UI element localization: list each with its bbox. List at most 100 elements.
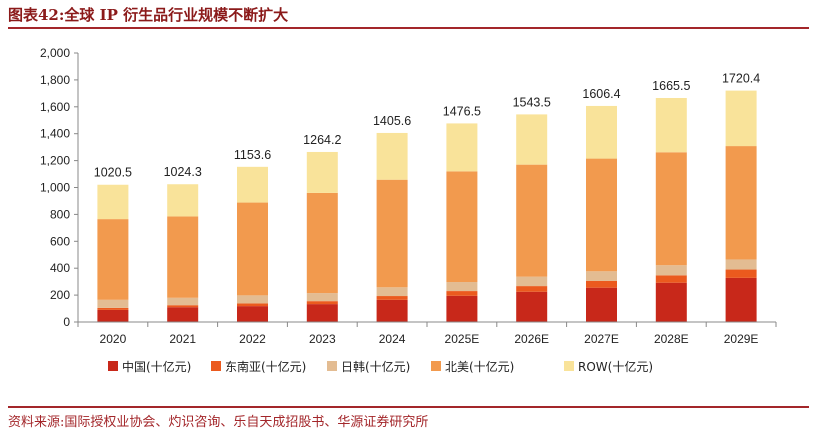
bar-segment: [167, 297, 199, 306]
x-tick-label: 2026E: [514, 332, 549, 346]
y-tick-label: 1,200: [40, 154, 70, 168]
legend-swatch: [564, 361, 574, 371]
bar-segment: [586, 280, 617, 288]
data-label-total: 1720.4: [722, 72, 760, 86]
y-tick-label: 1,400: [40, 127, 70, 141]
bar-segment: [516, 291, 548, 322]
source-note: 资料来源:国际授权业协会、灼识咨询、乐自天成招股书、华源证券研究所: [8, 415, 429, 430]
bar-segment: [725, 259, 757, 270]
bars-group: 1020.5 1024.3 1153.6 1264.2 1405.6 1476.5 1543…: [94, 72, 760, 322]
legend-swatch: [108, 361, 118, 371]
bar-segment: [237, 166, 268, 203]
bar-segment: [376, 132, 408, 180]
legend-label: 中国(十亿元): [122, 359, 191, 374]
bar-segment: [97, 184, 129, 220]
bar-segment: [655, 282, 687, 322]
bar-segment: [237, 303, 268, 307]
bar-segment: [446, 291, 478, 296]
bar-segment: [167, 216, 199, 298]
bar-segment: [237, 295, 268, 304]
legend-swatch: [431, 361, 441, 371]
x-axis: 2020 2021 2022 2023 2024 2025E 2026E 2027E 2028E…: [77, 321, 777, 346]
bar-segment: [516, 286, 548, 292]
data-label-total: 1476.5: [443, 104, 481, 118]
data-label-total: 1264.2: [303, 133, 341, 147]
y-tick-label: 800: [50, 207, 70, 221]
bar-segment: [446, 123, 478, 172]
legend-label: 北美(十亿元): [445, 359, 514, 374]
bottom-divider: [8, 406, 809, 408]
y-axis: 0 200 400 600 800 1,000 1,200 1,400 1,600 1,800 2,…: [40, 46, 79, 329]
data-label-total: 1543.5: [513, 95, 551, 109]
bar-segment: [655, 97, 687, 153]
bar-segment: [516, 114, 548, 165]
legend: 中国(十亿元) 东南亚(十亿元) 日韩(十亿元) 北美(十亿元) ROW(十亿元): [108, 359, 653, 374]
legend-label: 日韩(十亿元): [341, 359, 410, 374]
data-label-total: 1024.3: [164, 165, 202, 179]
legend-label: 东南亚(十亿元): [225, 359, 306, 374]
bar-segment: [655, 152, 687, 266]
bar-segment: [306, 304, 338, 322]
bar-segment: [376, 287, 408, 297]
bar-segment: [167, 184, 199, 217]
data-label-total: 1665.5: [652, 79, 690, 93]
bar-segment: [586, 158, 617, 272]
bar-segment: [376, 299, 408, 322]
y-tick-label: 2,000: [40, 46, 70, 60]
y-tick-label: 1,600: [40, 100, 70, 114]
bar-segment: [725, 90, 757, 147]
data-label-total: 1153.6: [234, 148, 271, 162]
bar-segment: [516, 164, 548, 277]
bar-segment: [586, 287, 617, 322]
x-tick-label: 2024: [379, 332, 406, 346]
bar-segment: [446, 282, 478, 292]
x-tick-label: 2029E: [724, 332, 759, 346]
bar-segment: [167, 307, 199, 322]
bar-segment: [586, 271, 617, 281]
legend-swatch: [327, 361, 337, 371]
y-tick-label: 400: [50, 261, 70, 275]
bar-segment: [376, 179, 408, 288]
bar-segment: [446, 295, 478, 322]
chart-title: 图表42:全球 IP 衍生品行业规模不断扩大: [8, 6, 289, 24]
bar-segment: [725, 277, 757, 322]
bar-segment: [655, 265, 687, 276]
legend-label: ROW(十亿元): [578, 359, 653, 374]
y-tick-label: 200: [50, 288, 70, 302]
x-tick-label: 2022: [239, 332, 266, 346]
data-label-total: 1606.4: [582, 87, 620, 101]
top-divider: [8, 27, 809, 29]
bar-segment: [97, 307, 129, 310]
bar-segment: [97, 299, 129, 308]
bar-segment: [376, 296, 408, 300]
y-tick-label: 1,800: [40, 73, 70, 87]
bar-segment: [655, 275, 687, 283]
x-tick-label: 2025E: [445, 332, 480, 346]
bar-segment: [306, 192, 338, 294]
bar-segment: [306, 301, 338, 305]
bar-segment: [725, 146, 757, 260]
x-tick-label: 2023: [309, 332, 336, 346]
data-label-total: 1405.6: [373, 114, 411, 128]
y-tick-label: 1,000: [40, 181, 70, 195]
y-tick-label: 600: [50, 234, 70, 248]
bar-segment: [237, 306, 268, 322]
bar-segment: [97, 219, 129, 300]
data-label-total: 1020.5: [94, 166, 132, 180]
y-tick-label: 0: [63, 315, 70, 329]
bar-segment: [306, 293, 338, 302]
legend-swatch: [211, 361, 221, 371]
bar-segment: [97, 309, 129, 322]
bar-segment: [725, 269, 757, 278]
bar-segment: [167, 305, 199, 308]
x-tick-label: 2028E: [654, 332, 689, 346]
bar-segment: [306, 151, 338, 193]
x-tick-label: 2021: [169, 332, 196, 346]
bar-segment: [446, 171, 478, 283]
bar-segment: [516, 276, 548, 287]
bar-segment: [237, 202, 268, 296]
bar-segment: [586, 105, 617, 159]
x-tick-label: 2020: [100, 332, 127, 346]
x-tick-label: 2027E: [584, 332, 619, 346]
